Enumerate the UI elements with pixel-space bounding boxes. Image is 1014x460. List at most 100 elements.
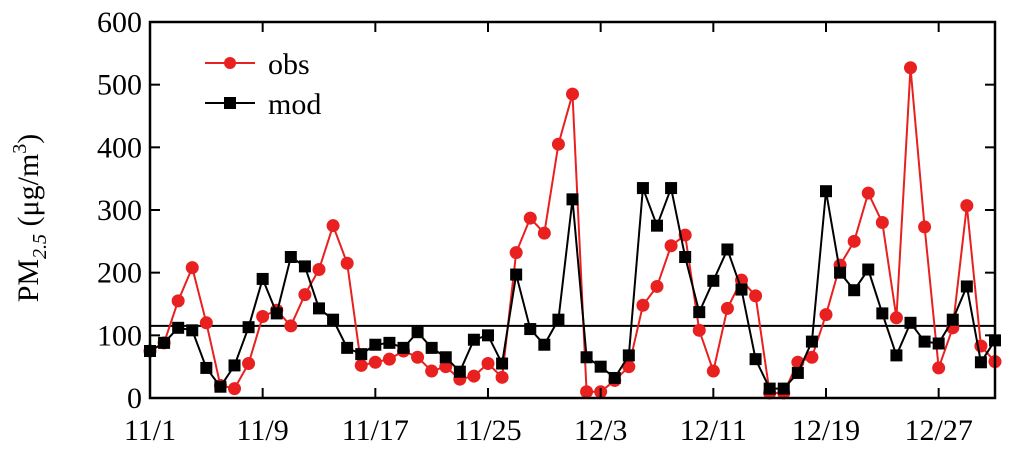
data-point-mod	[876, 307, 889, 320]
data-point-mod	[622, 349, 635, 362]
data-point-obs	[368, 355, 382, 369]
data-point-mod	[411, 326, 424, 339]
series-line-mod	[149, 184, 996, 390]
x-tick-label: 12/11	[680, 414, 747, 447]
data-point-obs	[199, 316, 213, 330]
data-point-mod	[862, 263, 875, 276]
data-point-mod	[651, 219, 663, 232]
legend-obs-label: obs	[268, 48, 310, 81]
data-point-mod	[298, 260, 311, 273]
x-tick-label: 12/3	[574, 414, 627, 447]
data-point-obs	[185, 261, 199, 275]
data-point-mod	[594, 360, 607, 373]
data-point-obs	[523, 211, 537, 225]
data-point-mod	[242, 321, 255, 334]
y-tick-label: 600	[97, 6, 142, 39]
data-point-mod	[355, 348, 368, 361]
data-point-obs	[960, 199, 974, 213]
data-point-obs	[340, 256, 354, 270]
data-point-obs	[580, 385, 594, 399]
data-point-mod	[791, 366, 804, 379]
data-point-mod	[341, 341, 354, 354]
data-point-mod	[960, 280, 973, 293]
data-point-mod	[665, 182, 678, 195]
data-point-obs	[509, 246, 523, 260]
data-point-mod	[186, 324, 199, 337]
data-point-obs	[875, 216, 889, 230]
data-point-mod	[524, 323, 537, 336]
data-point-mod	[679, 251, 692, 263]
data-point-mod	[425, 341, 438, 354]
data-point-mod	[608, 371, 621, 384]
data-point-obs	[847, 234, 861, 248]
data-point-obs	[425, 364, 439, 378]
data-point-obs	[861, 186, 875, 200]
data-point-obs	[904, 61, 917, 75]
y-axis-title-sup: 3	[9, 144, 31, 154]
data-point-obs	[312, 263, 326, 277]
y-axis-title: PM2.5 (μg/m3)	[9, 134, 51, 303]
data-point-mod	[214, 380, 227, 393]
data-point-obs	[551, 137, 565, 151]
data-point-mod	[313, 302, 325, 315]
data-point-obs	[650, 279, 664, 293]
data-point-obs	[566, 87, 579, 101]
plot-area: 0 100 200 300 400 500 600 11/1 11/9 11/17 11/25 12/…	[97, 6, 1002, 447]
data-point-obs	[242, 357, 256, 371]
x-tick-label: 11/9	[237, 414, 289, 447]
data-point-mod	[538, 338, 551, 351]
data-point-mod	[918, 335, 931, 348]
data-point-mod	[946, 313, 959, 326]
data-point-mod	[805, 335, 818, 348]
data-point-mod	[256, 272, 269, 285]
data-point-obs	[171, 294, 185, 308]
data-point-mod	[482, 329, 494, 342]
y-tick-label: 400	[97, 131, 142, 164]
x-tick-label: 12/19	[792, 414, 860, 447]
data-point-obs	[354, 358, 368, 372]
data-point-mod	[158, 336, 171, 349]
data-point-obs	[735, 273, 748, 287]
data-point-mod	[467, 333, 480, 346]
data-point-obs	[495, 370, 509, 384]
data-point-obs	[228, 382, 241, 396]
data-point-mod	[834, 266, 847, 279]
data-point-mod	[974, 356, 987, 369]
data-point-obs	[692, 323, 706, 337]
data-point-mod	[496, 357, 509, 370]
data-point-obs	[932, 361, 946, 375]
legend-obs-marker	[224, 57, 236, 69]
data-point-mod	[172, 321, 185, 334]
data-point-mod	[270, 307, 283, 320]
data-point-mod	[735, 283, 748, 296]
y-axis-title-close: )	[12, 134, 45, 144]
series-layer	[143, 61, 1002, 400]
data-point-obs	[706, 364, 720, 378]
data-point-mod	[693, 306, 706, 319]
data-point-obs	[467, 369, 481, 383]
data-point-obs	[819, 308, 833, 322]
data-point-obs	[284, 319, 298, 333]
data-point-mod	[749, 353, 762, 366]
ticks-layer: 0 100 200 300 400 500 600 11/1 11/9 11/17 11/25 12/…	[97, 6, 995, 447]
data-point-obs	[622, 360, 636, 374]
x-tick-label: 11/17	[342, 414, 409, 447]
data-point-mod	[848, 284, 861, 297]
data-point-mod	[327, 313, 340, 326]
legend-mod-marker	[224, 97, 236, 109]
x-tick-label: 11/1	[124, 414, 176, 447]
data-point-obs	[411, 350, 425, 364]
data-point-mod	[707, 274, 720, 287]
data-point-obs	[805, 350, 819, 364]
y-tick-label: 200	[97, 257, 142, 290]
data-point-mod	[580, 351, 593, 364]
y-tick-label: 100	[97, 319, 142, 352]
y-axis-title-unit: (μg/m	[12, 154, 45, 234]
data-point-obs	[537, 226, 551, 240]
data-point-obs	[720, 301, 734, 315]
legend: obs mod	[205, 48, 321, 121]
data-point-mod	[200, 361, 213, 374]
data-point-mod	[228, 359, 241, 372]
data-point-obs	[256, 310, 270, 324]
